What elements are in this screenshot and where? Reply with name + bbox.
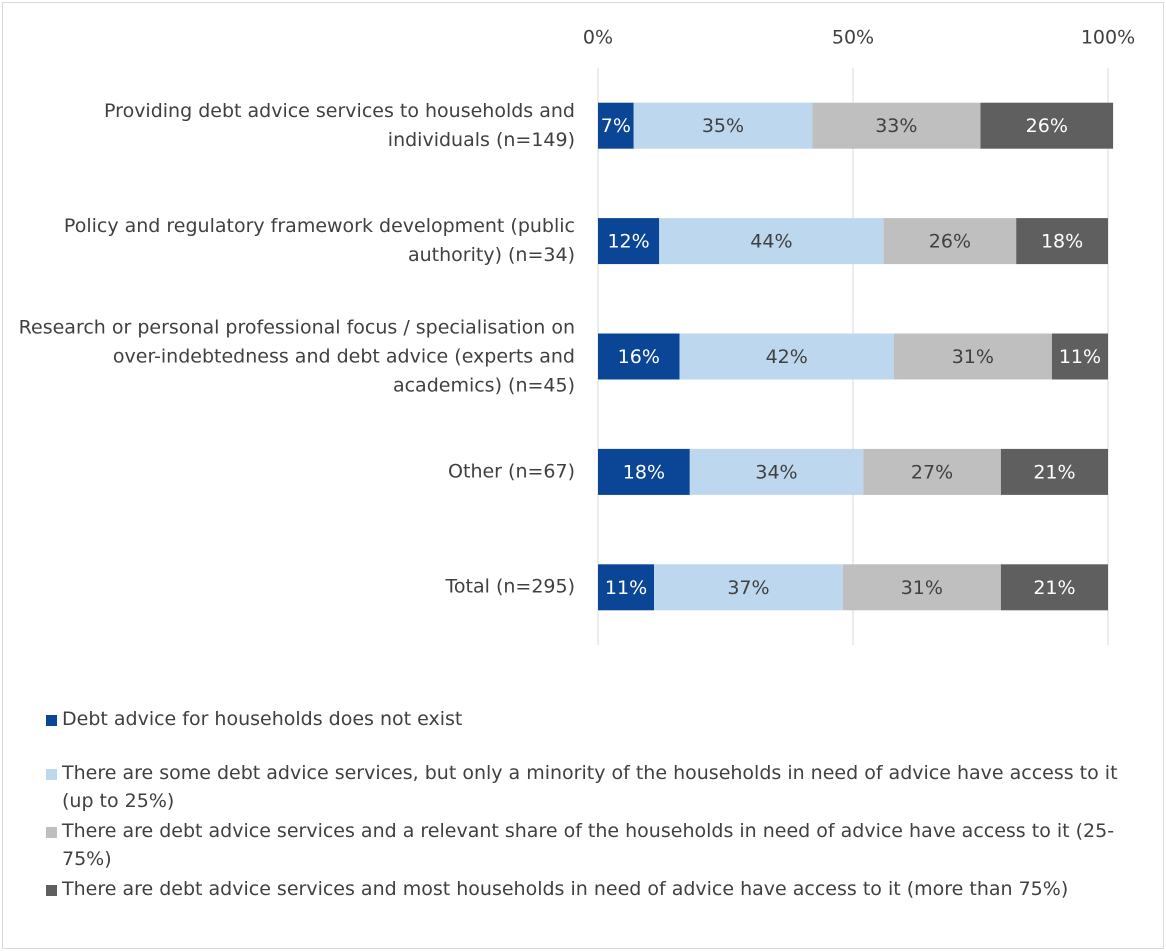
data-label: 16% [618,346,660,368]
data-label: 33% [875,115,917,137]
bar-segment [842,564,1001,611]
legend-label: There are debt advice services and most … [62,878,1069,900]
y-tick-label: Research or personal professional focus … [18,316,575,396]
bar-segment [633,102,813,149]
data-label: 31% [952,346,994,368]
data-label: 26% [1026,115,1068,137]
data-label: 12% [607,231,649,253]
legend-label: There are some debt advice services, but… [62,762,1118,812]
bar-segment [598,218,660,265]
bar-segment [1000,564,1108,611]
legend-item: There are debt advice services and most … [42,875,1152,903]
bar-segment [598,102,634,149]
data-label: 11% [1059,346,1101,368]
bar-segment [812,102,981,149]
data-label: 42% [766,346,808,368]
bar-segment [863,448,1001,495]
y-tick-label: Providing debt advice services to househ… [104,99,575,151]
legend-swatch [46,827,57,838]
y-tick-label: Total (n=295) [445,575,575,598]
legend-label: There are debt advice services and a rel… [62,820,1115,870]
data-label: 21% [1033,461,1075,483]
bar-segment [893,333,1052,380]
data-label: 34% [755,461,797,483]
y-tick-label: Other (n=67) [448,460,575,483]
data-label: 35% [702,115,744,137]
data-label: 18% [1041,231,1083,253]
data-label: 37% [727,577,769,599]
legend-item: Debt advice for households does not exis… [42,705,1152,733]
bar-segment [598,333,680,380]
bar-segment [679,333,894,380]
x-tick-label: 0% [583,27,613,49]
legend-swatch [46,769,57,780]
data-label: 11% [605,577,647,599]
bar-segment [598,564,655,611]
bar-segment [1016,218,1108,265]
bar-segment [598,448,690,495]
legend-item: There are some debt advice services, but… [42,759,1152,815]
data-label: 31% [901,577,943,599]
bar-segment [659,218,884,265]
bar-segment [980,102,1114,149]
data-label: 27% [911,461,953,483]
legend-label: Debt advice for households does not exis… [62,708,463,730]
x-tick-label: 50% [832,27,874,49]
data-label: 7% [601,115,631,137]
legend: Debt advice for households does not exis… [42,705,1152,905]
bar-segment [654,564,843,611]
x-tick-label: 100% [1081,27,1135,49]
bar-segment [1000,448,1108,495]
legend-swatch [46,885,57,896]
legend-item: There are debt advice services and a rel… [42,817,1152,873]
data-label: 44% [750,231,792,253]
bar-segment [883,218,1017,265]
data-label: 26% [929,231,971,253]
data-label: 18% [623,461,665,483]
y-tick-label: Policy and regulatory framework developm… [63,215,575,267]
legend-swatch [46,715,57,726]
bar-segment [689,448,864,495]
bar-segment [1051,333,1108,380]
data-label: 21% [1033,577,1075,599]
